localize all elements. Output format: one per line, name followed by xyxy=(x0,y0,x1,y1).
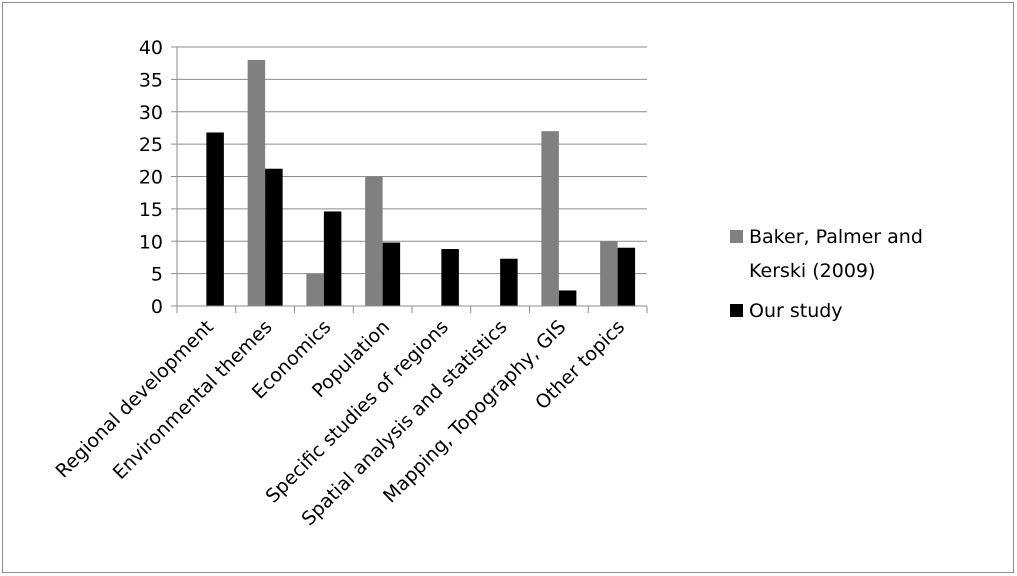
y-tick-label: 20 xyxy=(139,167,163,189)
bar-our-study xyxy=(206,132,224,306)
legend-label: Baker, Palmer and xyxy=(749,226,923,248)
y-tick-label: 5 xyxy=(151,264,163,286)
bar-our-study xyxy=(382,242,401,306)
y-tick-labels: 0 5 10 15 20 25 30 35 40 xyxy=(139,37,163,318)
legend: Baker, Palmer and Kerski (2009) Our study xyxy=(730,226,923,322)
legend-label: Our study xyxy=(749,300,843,322)
y-tick-label: 35 xyxy=(139,69,163,91)
bar-baker xyxy=(365,176,383,306)
legend-swatch xyxy=(730,304,743,317)
bar-baker xyxy=(541,131,559,306)
legend-swatch xyxy=(730,230,743,243)
gridlines xyxy=(177,46,647,275)
bar-our-study xyxy=(500,258,518,306)
y-tick-label: 40 xyxy=(139,37,163,59)
bar-baker xyxy=(306,273,324,306)
bar-our-study xyxy=(617,247,636,306)
y-tick-label: 30 xyxy=(139,102,163,124)
bar-baker xyxy=(600,241,618,306)
axes xyxy=(171,46,648,313)
bars xyxy=(206,59,636,307)
bar-our-study xyxy=(441,249,459,306)
bar-our-study xyxy=(323,211,342,306)
legend-label: Kerski (2009) xyxy=(749,260,875,282)
y-tick-label: 15 xyxy=(139,199,163,221)
y-tick-label: 25 xyxy=(139,134,163,156)
y-tick-label: 10 xyxy=(139,231,163,253)
bar-our-study xyxy=(558,290,577,306)
y-tick-label: 0 xyxy=(151,296,163,318)
bar-our-study xyxy=(265,168,283,306)
bar-chart: 0 5 10 15 20 25 30 35 40 Regional developmentEnv… xyxy=(51,37,923,530)
bar-baker xyxy=(247,59,266,307)
